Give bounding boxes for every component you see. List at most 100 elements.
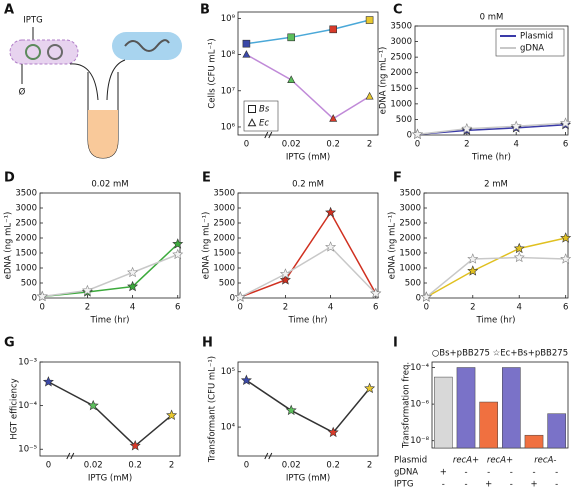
axis-break — [264, 452, 273, 460]
panel-h: H Transformant (CFU mL⁻¹) IPTG (mM) 10⁴ 10⁵ 0… — [202, 336, 379, 484]
plot-frame — [237, 192, 379, 299]
series-line — [239, 211, 377, 298]
y-tick-label: 10⁻⁴ — [18, 401, 37, 411]
data-point — [329, 25, 337, 34]
bar — [456, 367, 476, 449]
y-axis-label: Transformation freq. — [402, 362, 412, 449]
plot-frame — [237, 11, 379, 136]
data-point — [42, 376, 54, 387]
row-entry: + — [440, 468, 447, 478]
panel-title: 0 mM — [480, 13, 504, 23]
y-tick-label: 10⁷ — [221, 86, 236, 96]
y-axis-label: eDNA (ng mL⁻¹) — [4, 212, 14, 280]
series-line — [48, 381, 173, 447]
plasmid — [25, 44, 41, 60]
y-tick-label: 1500 — [390, 84, 412, 94]
x-tick-label: 0 — [415, 140, 420, 150]
panel-label: B — [200, 3, 210, 18]
x-tick-label: 0.2 — [326, 461, 340, 471]
data-point — [560, 117, 572, 128]
data-point — [370, 287, 382, 299]
y-tick-label: 10⁴ — [221, 423, 236, 433]
panel-title: ○Bs+pBB275 ☆Ec+Bs+pBB275 — [432, 349, 568, 359]
panel-title: 0.02 mM — [91, 180, 128, 190]
row-entry: - — [555, 468, 558, 478]
x-tick-label: 2 — [367, 461, 372, 471]
row-entry: - — [464, 480, 467, 490]
panel-label: I — [393, 336, 398, 351]
data-point — [285, 404, 297, 416]
data-point — [127, 280, 139, 292]
data-point — [172, 238, 184, 249]
y-tick-label: 0 — [230, 294, 235, 304]
x-tick-label: 4 — [328, 303, 333, 313]
data-point — [234, 291, 246, 302]
x-tick-label: 2 — [283, 303, 288, 313]
series-line — [246, 19, 370, 45]
y-tick-label: 3000 — [390, 37, 412, 47]
data-point — [365, 16, 374, 24]
data-point — [129, 440, 141, 451]
legend-marker — [247, 118, 257, 127]
y-axis-label: eDNA (ng mL⁻¹) — [388, 212, 398, 280]
x-axis-label: IPTG (mM) — [286, 474, 330, 484]
y-tick-label: 0 — [416, 294, 421, 304]
x-tick-label: 0 — [46, 461, 51, 471]
panel-b: B Cells (CFU mL⁻¹) IPTG (mM) 10⁶ 10⁷ 10⁸ 10⁹ 0 0… — [200, 3, 379, 163]
plot-frame — [237, 361, 379, 457]
row-entry: recA+ — [487, 456, 513, 466]
y-axis-label: eDNA (ng mL⁻¹) — [202, 212, 212, 280]
x-tick-label: 0 — [244, 140, 249, 150]
legend-label: Ec — [259, 119, 269, 129]
series-line — [246, 53, 370, 120]
x-tick-label: 4 — [130, 303, 135, 313]
plasmid — [47, 44, 63, 60]
x-tick-label: 0.02 — [84, 461, 103, 471]
y-tick-label: 3500 — [390, 22, 412, 32]
plot-frame — [39, 361, 181, 457]
axis-break — [264, 131, 273, 139]
y-tick-label: 1500 — [15, 249, 37, 259]
y-tick-label: 2500 — [390, 53, 412, 63]
bar — [547, 413, 566, 449]
panel-a-diagram: A IPTG Ø — [4, 3, 182, 159]
y-tick-label: 1000 — [399, 264, 421, 274]
bar — [502, 367, 521, 449]
y-tick-label: 10⁵ — [221, 367, 235, 377]
y-tick-label: 2500 — [213, 219, 235, 229]
y-tick-label: 2500 — [15, 219, 37, 229]
x-axis-label: Time (hr) — [89, 316, 129, 326]
panel-i: I ○Bs+pBB275 ☆Ec+Bs+pBB275 Transformation … — [393, 336, 569, 490]
y-tick-label: 3500 — [213, 189, 235, 199]
data-point — [279, 274, 291, 285]
y-axis-label: Cells (CFU mL⁻¹) — [208, 38, 218, 108]
iptg-label: IPTG — [23, 16, 42, 26]
x-axis-label: IPTG (mM) — [88, 474, 132, 484]
panel-title: 2 mM — [484, 180, 508, 190]
x-tick-label: 0 — [424, 303, 429, 313]
bar — [524, 434, 544, 449]
row-entry: - — [532, 468, 535, 478]
panel-f: F 2 mM eDNA (ng mL⁻¹) Time (hr) 0 500 1000 1500… — [388, 171, 572, 326]
bar — [479, 401, 498, 449]
y-tick-label: 2000 — [399, 234, 421, 244]
x-tick-label: 0.2 — [128, 461, 142, 471]
cell-bs — [112, 32, 182, 60]
data-point — [513, 251, 525, 263]
y-tick-label: 2000 — [390, 68, 412, 78]
x-tick-label: 0 — [244, 461, 249, 471]
y-tick-label: 500 — [21, 279, 37, 289]
legend-box — [495, 28, 565, 57]
legend-marker — [248, 105, 256, 113]
row-entry: recA- — [534, 456, 556, 466]
x-tick-label: 0.02 — [282, 140, 301, 150]
y-tick-label: 1000 — [213, 264, 235, 274]
y-tick-label: 1500 — [213, 249, 235, 259]
y-tick-label: 500 — [219, 279, 235, 289]
legend-label: gDNA — [520, 44, 544, 54]
legend-label: Plasmid — [520, 32, 553, 42]
x-tick-label: 4 — [517, 303, 522, 313]
dna — [124, 39, 170, 52]
x-tick-label: 0.2 — [326, 140, 340, 150]
y-tick-label: 1500 — [399, 249, 421, 259]
